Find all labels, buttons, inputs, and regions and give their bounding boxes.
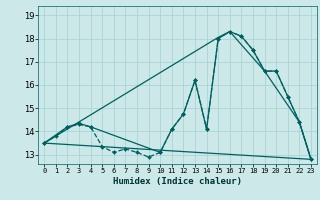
X-axis label: Humidex (Indice chaleur): Humidex (Indice chaleur)	[113, 177, 242, 186]
